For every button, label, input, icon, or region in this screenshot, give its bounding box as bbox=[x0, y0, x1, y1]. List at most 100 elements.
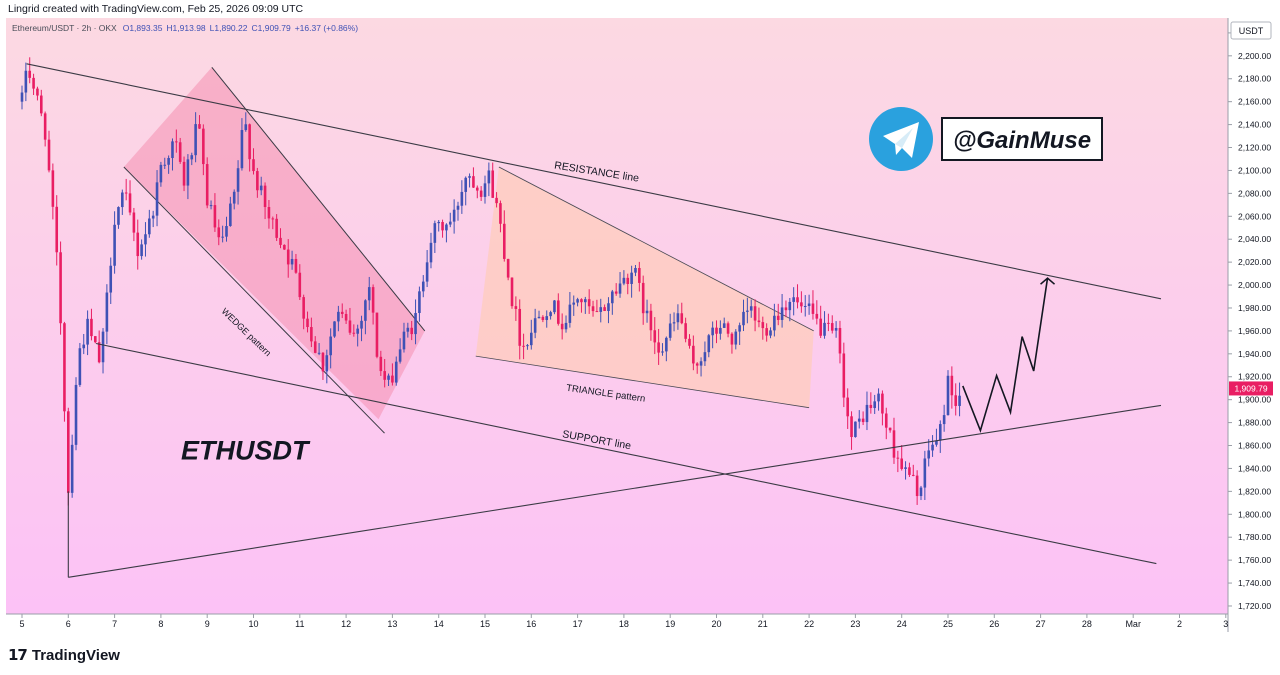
candle-down bbox=[128, 180, 132, 216]
candle-up bbox=[942, 404, 946, 432]
candle-up bbox=[367, 276, 371, 311]
ohlc-change: +16.37 (+0.86%) bbox=[295, 23, 358, 33]
candle-down bbox=[124, 178, 128, 201]
candle-up bbox=[456, 201, 460, 221]
candle-down bbox=[684, 317, 687, 343]
candle-down bbox=[198, 115, 201, 129]
candle-down bbox=[692, 335, 695, 371]
candle-up bbox=[437, 220, 440, 232]
time-tick-label: 22 bbox=[804, 619, 814, 629]
candle-up bbox=[171, 138, 174, 171]
candle-up bbox=[360, 315, 363, 342]
candle-down bbox=[202, 124, 205, 176]
candle-up bbox=[668, 313, 672, 341]
candle-down bbox=[391, 363, 394, 386]
candle-up bbox=[167, 155, 170, 174]
price-tick-label: 2,200.00 bbox=[1238, 51, 1271, 61]
candle-up bbox=[530, 319, 533, 350]
candle-up bbox=[425, 250, 429, 288]
candle-down bbox=[811, 290, 815, 320]
candle-up bbox=[159, 161, 163, 187]
time-tick-label: 18 bbox=[619, 619, 629, 629]
time-tick-label: 17 bbox=[573, 619, 583, 629]
resistance-line[interactable] bbox=[26, 63, 1162, 300]
candle-down bbox=[67, 407, 70, 506]
ohlc-open: O1,893.35 bbox=[123, 23, 163, 33]
candle-down bbox=[94, 336, 97, 344]
candle-up bbox=[20, 85, 24, 110]
price-axis[interactable]: 1,720.00 1,740.00 1,760.00 1,780.00 1,800.00… bbox=[1228, 28, 1271, 611]
candle-down bbox=[132, 207, 136, 242]
candle-up bbox=[325, 349, 329, 384]
tradingview-logo[interactable]: 17 TradingView bbox=[8, 646, 120, 664]
symbol-name: Ethereum/USDT · 2h · OKX bbox=[12, 23, 117, 33]
candle-down bbox=[591, 300, 595, 317]
candles bbox=[20, 57, 961, 506]
projection-path[interactable] bbox=[962, 278, 1049, 434]
candle-up bbox=[86, 310, 89, 356]
candle-up bbox=[445, 223, 448, 243]
candle-down bbox=[680, 302, 684, 325]
candle-down bbox=[557, 293, 560, 326]
candle-down bbox=[39, 89, 43, 117]
time-tick-label: 6 bbox=[66, 619, 71, 629]
price-tick-label: 1,720.00 bbox=[1238, 601, 1271, 611]
time-tick-label: 19 bbox=[665, 619, 675, 629]
candle-down bbox=[499, 200, 502, 233]
candle-up bbox=[113, 211, 116, 274]
candle-down bbox=[796, 284, 799, 309]
candle-up bbox=[564, 315, 568, 333]
support-line[interactable] bbox=[95, 342, 1157, 565]
candle-up bbox=[877, 388, 880, 411]
candle-down bbox=[298, 264, 302, 301]
credit-text: Lingrid created with TradingView.com, Fe… bbox=[8, 3, 304, 15]
candle-down bbox=[757, 307, 761, 328]
ascending-line[interactable] bbox=[68, 404, 1162, 578]
time-tick-label: 23 bbox=[850, 619, 860, 629]
triangle-pattern-area bbox=[475, 167, 814, 408]
triangle-lower-edge bbox=[475, 355, 810, 409]
currency-badge[interactable]: USDT bbox=[1230, 21, 1272, 40]
candle-up bbox=[553, 300, 556, 315]
time-tick-label: 25 bbox=[943, 619, 953, 629]
candle-up bbox=[406, 322, 410, 338]
candle-down bbox=[248, 123, 251, 172]
candle-up bbox=[448, 212, 452, 228]
candle-up bbox=[70, 434, 74, 498]
time-tick-label: 9 bbox=[205, 619, 210, 629]
ohlc-low: L1,890.22 bbox=[210, 23, 248, 33]
candle-up bbox=[927, 439, 931, 467]
candle-up bbox=[209, 200, 213, 210]
price-tick-label: 1,780.00 bbox=[1238, 532, 1271, 542]
candle-down bbox=[479, 186, 483, 201]
handle-box bbox=[941, 117, 1103, 161]
candle-down bbox=[472, 167, 475, 188]
candle-up bbox=[232, 189, 236, 210]
candle-down bbox=[800, 291, 803, 313]
candle-down bbox=[638, 261, 641, 292]
candle-up bbox=[24, 62, 28, 102]
time-axis[interactable]: 5 6 7 8 9 10 11 12 13 14 15 16 17 18 19 20 21 22 23 24 25 26 2… bbox=[19, 614, 1228, 629]
candle-up bbox=[572, 295, 576, 316]
candle-down bbox=[283, 244, 286, 250]
candle-up bbox=[854, 421, 857, 438]
candle-up bbox=[545, 310, 549, 328]
candle-down bbox=[47, 130, 51, 173]
candle-up bbox=[460, 180, 464, 214]
candle-down bbox=[915, 470, 919, 505]
candle-down bbox=[908, 462, 911, 478]
time-tick-label: 14 bbox=[434, 619, 444, 629]
candle-down bbox=[522, 333, 525, 360]
candle-up bbox=[792, 287, 795, 316]
candle-down bbox=[286, 239, 290, 278]
candle-down bbox=[881, 390, 884, 426]
candle-down bbox=[263, 182, 267, 220]
price-tick-label: 2,100.00 bbox=[1238, 165, 1271, 175]
candle-up bbox=[186, 154, 190, 200]
candle-down bbox=[313, 336, 317, 354]
candle-up bbox=[568, 291, 572, 328]
candle-up bbox=[707, 333, 711, 358]
chart-frame[interactable]: RESISTANCE line SUPPORT line WEDGE pattern… bbox=[6, 18, 1274, 632]
price-tick-label: 1,760.00 bbox=[1238, 555, 1271, 565]
